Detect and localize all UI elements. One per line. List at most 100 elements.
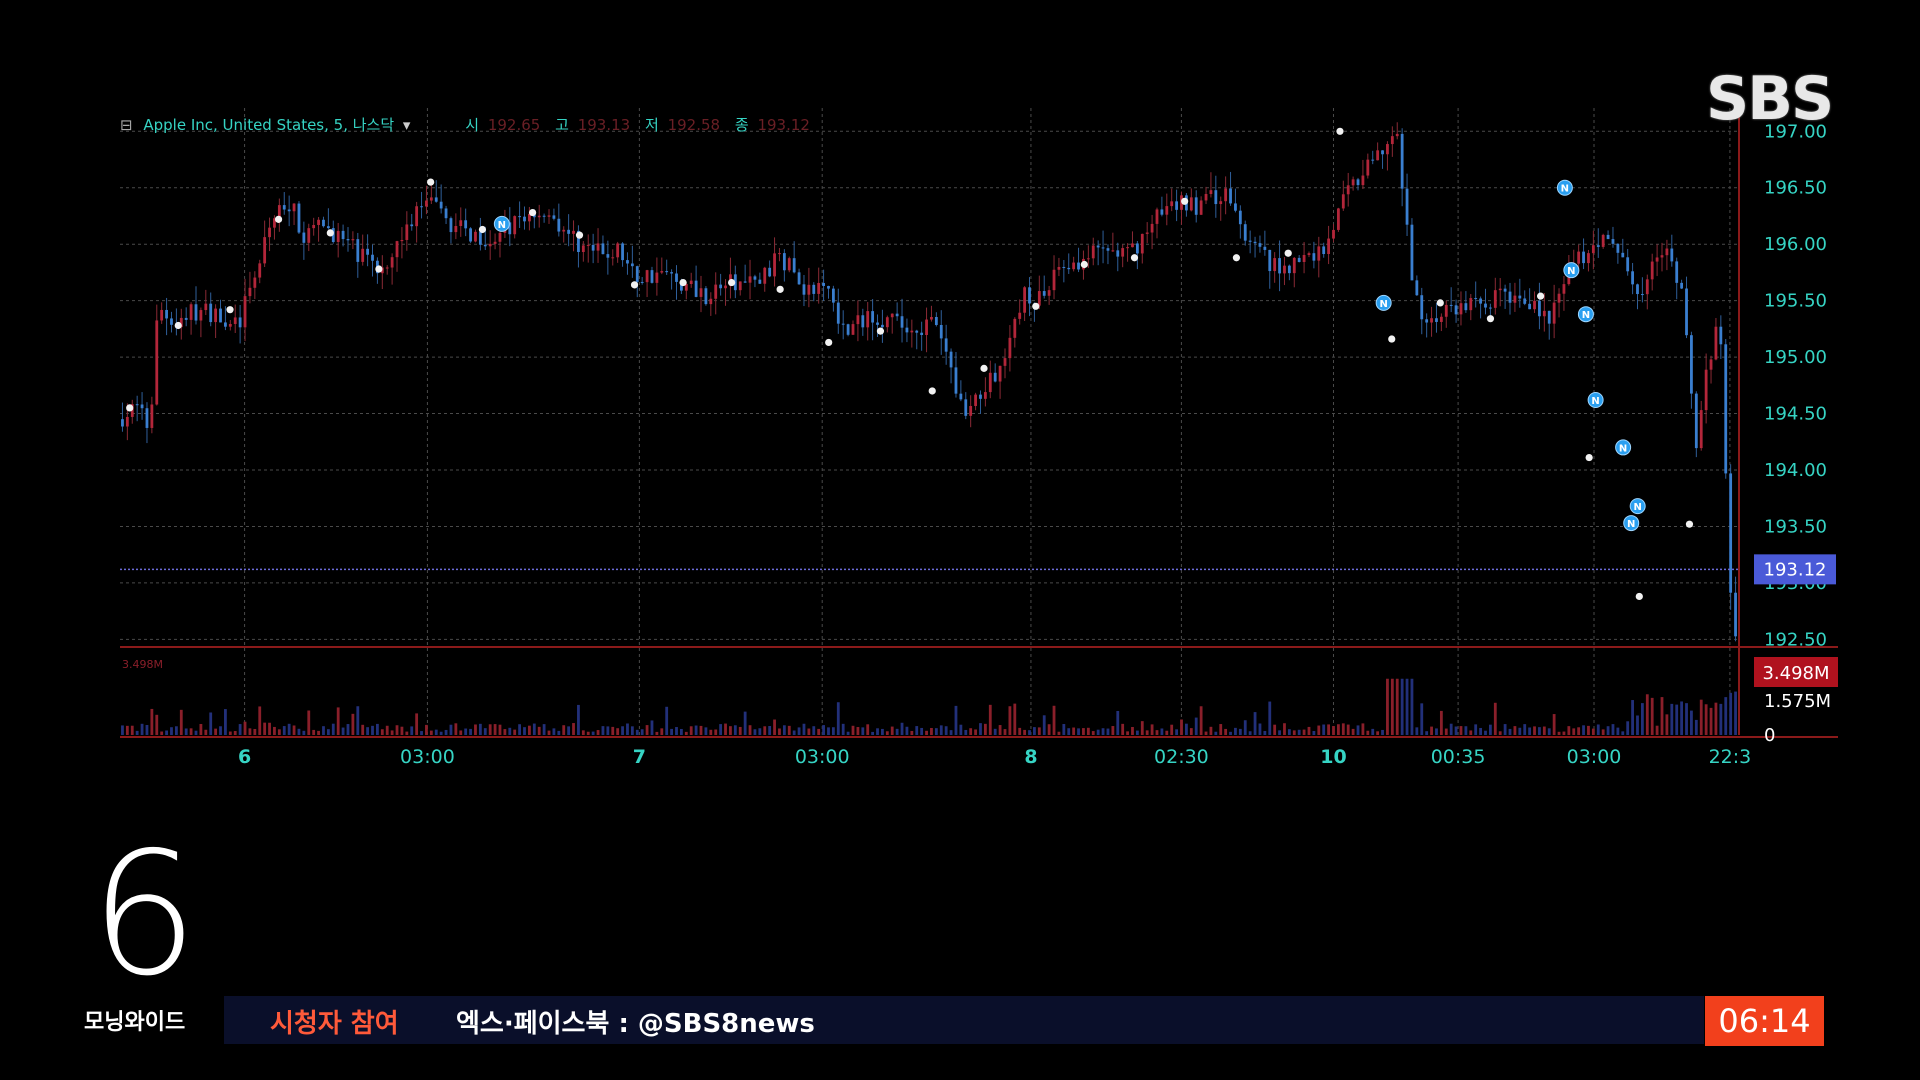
candle-body xyxy=(1400,133,1404,189)
candle-body xyxy=(1493,290,1497,308)
volume-bar xyxy=(405,731,409,735)
volume-corner-label: 3.498M xyxy=(122,658,163,671)
collapse-icon[interactable]: ⊟ xyxy=(120,116,133,134)
candle-body xyxy=(557,218,561,232)
candle-body xyxy=(851,324,855,335)
series-dot-marker xyxy=(876,327,885,335)
volume-bar xyxy=(890,726,894,735)
candle-body xyxy=(513,216,517,235)
candle-body xyxy=(160,309,164,321)
candle-body xyxy=(871,311,875,323)
volume-bar xyxy=(1091,731,1095,735)
candle-body xyxy=(797,272,801,285)
candle-body xyxy=(959,393,963,400)
candle-body xyxy=(179,317,183,328)
volume-bar xyxy=(748,725,752,735)
chart-legend[interactable]: ⊟ Apple Inc, United States, 5, 나스닥 ▾ 시 1… xyxy=(120,116,810,134)
volume-bar xyxy=(145,725,149,735)
legend-dropdown-icon[interactable]: ▾ xyxy=(403,116,411,134)
candle-body xyxy=(1660,255,1664,258)
volume-bar xyxy=(1611,724,1615,735)
volume-bar xyxy=(1072,727,1076,735)
volume-bar xyxy=(361,724,365,735)
candle-body xyxy=(542,215,546,217)
candle-body xyxy=(1234,203,1237,211)
candle-body xyxy=(954,367,958,394)
candle-body xyxy=(282,205,286,210)
candle-body xyxy=(1685,288,1688,336)
volume-bar xyxy=(469,728,472,735)
volume-bar xyxy=(1219,724,1223,735)
candle-body xyxy=(1420,295,1424,320)
volume-bar xyxy=(1645,694,1649,735)
candle-body xyxy=(709,298,713,305)
candle-body xyxy=(135,404,139,406)
candle-body xyxy=(454,226,458,233)
candle-body xyxy=(1366,159,1370,176)
volume-bar xyxy=(1699,699,1703,735)
candle-body xyxy=(1013,318,1017,338)
volume-bar xyxy=(1616,727,1620,735)
candle-body xyxy=(1464,303,1468,311)
volume-bar xyxy=(1121,723,1125,735)
series-dot-marker xyxy=(1635,592,1643,601)
volume-bar xyxy=(1670,703,1674,735)
candle-body xyxy=(1577,251,1581,264)
chart-axes: 197.00 196.50 196.00 195.50 195.00 194.50 194.… xyxy=(120,108,1838,768)
candle-body xyxy=(1278,258,1281,274)
volume-bar xyxy=(1189,728,1193,735)
volume-bar xyxy=(1724,697,1728,735)
candle-body xyxy=(1243,224,1247,241)
candle-body xyxy=(508,222,512,235)
volume-bar xyxy=(689,726,693,735)
last-price-badge xyxy=(1754,554,1836,585)
volume-bar xyxy=(478,723,482,735)
news-marker xyxy=(1375,294,1392,311)
candle-body xyxy=(1591,245,1595,254)
candle-body xyxy=(1670,248,1674,262)
volume-bar xyxy=(1459,726,1463,735)
volume-bar xyxy=(493,724,497,735)
price-tick-label: 197.00 xyxy=(1764,121,1827,142)
volume-bar xyxy=(1493,702,1497,735)
candle-body xyxy=(194,304,198,321)
legend-low-value: 192.58 xyxy=(668,116,721,134)
volume-bar xyxy=(1327,724,1330,735)
volume-bar xyxy=(331,723,335,735)
candle-body xyxy=(302,232,306,243)
candle-body xyxy=(420,206,423,208)
candle-body xyxy=(258,263,262,278)
news-marker-glyph: N xyxy=(1591,396,1599,407)
series-dot-marker xyxy=(679,278,687,287)
candle-body xyxy=(1469,298,1473,311)
time-tick-label: 03:00 xyxy=(795,746,850,768)
candle-body xyxy=(979,394,982,399)
volume-bar xyxy=(1258,723,1262,735)
candle-body xyxy=(493,241,497,244)
series-dot-marker xyxy=(1080,260,1088,269)
volume-bar xyxy=(611,726,615,735)
series-dot-marker xyxy=(478,225,487,234)
volume-bar xyxy=(1086,727,1090,735)
candle-body xyxy=(1204,193,1208,201)
candle-body xyxy=(1199,200,1203,215)
volume-bar xyxy=(224,709,227,735)
candle-body xyxy=(1410,224,1414,281)
candle-body xyxy=(478,231,482,245)
candle-body xyxy=(1626,257,1630,272)
volume-bar xyxy=(214,728,218,735)
candle-body xyxy=(537,215,541,218)
volume-bar xyxy=(1332,726,1335,735)
candle-body xyxy=(1086,258,1090,260)
news-marker-glyph: N xyxy=(1561,184,1569,195)
volume-bar xyxy=(263,722,267,735)
volume-bar xyxy=(621,726,624,735)
volume-max-label: 3.498M xyxy=(1762,663,1829,684)
candle-body xyxy=(243,296,247,328)
candle-body xyxy=(1003,358,1007,366)
candle-body xyxy=(1273,258,1277,272)
volume-bar xyxy=(1650,697,1654,735)
volume-bar xyxy=(719,724,723,735)
volume-bar xyxy=(939,725,943,735)
